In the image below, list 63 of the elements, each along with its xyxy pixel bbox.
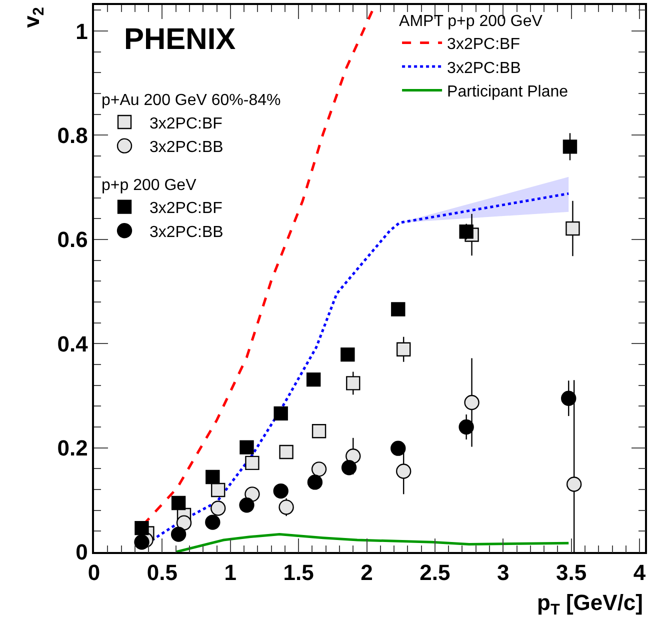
x-tick-label: 4 <box>633 560 646 586</box>
point <box>306 372 321 387</box>
point <box>346 448 361 464</box>
point <box>279 444 294 460</box>
annotation: PHENIX <box>124 23 236 56</box>
point <box>170 526 186 542</box>
x-tick-label: 3.5 <box>556 560 587 586</box>
y-tick-label: 0.2 <box>57 436 88 461</box>
legend-label: 3x2PC:BF <box>150 115 223 132</box>
point <box>171 496 186 510</box>
legend-label: Participant Plane <box>447 84 568 101</box>
legend-label: 3x2PC:BF <box>447 36 520 53</box>
x-tick-label: 3 <box>497 560 510 586</box>
point <box>311 462 327 477</box>
point <box>464 394 480 410</box>
y-tick-label: 0 <box>76 540 88 565</box>
x-tick-label: 2 <box>360 560 373 586</box>
legend-label: 3x2PC:BB <box>447 60 521 77</box>
point <box>391 302 406 316</box>
point <box>396 342 411 356</box>
point <box>206 470 220 484</box>
point <box>134 534 150 550</box>
x-axis-title: p$_{T}$ [GeV/c] <box>537 590 643 619</box>
x-tick-label: 1 <box>224 560 237 586</box>
y-tick-label: 1 <box>76 18 88 44</box>
y-tick-label: 0.6 <box>57 227 88 252</box>
annotation: p+p 200 GeV <box>102 176 197 194</box>
point <box>307 474 323 490</box>
point <box>273 483 288 499</box>
annotation: p+Au 200 GeV 60%-84% <box>102 92 281 110</box>
x-tick-label: 0.5 <box>146 560 178 586</box>
legend-label: 3x2PC:BF <box>150 200 223 218</box>
x-tick-label: 1.5 <box>283 560 314 586</box>
point <box>340 347 355 362</box>
point <box>274 406 288 421</box>
point <box>245 456 260 470</box>
legend-label: 3x2PC:BB <box>150 224 224 241</box>
legend-label: 3x2PC:BB <box>150 139 224 156</box>
point <box>312 424 326 438</box>
y-tick-label: 0.4 <box>57 331 89 356</box>
point <box>205 514 220 530</box>
x-tick-label: 2.5 <box>420 560 450 586</box>
point <box>458 419 474 435</box>
point <box>239 498 254 513</box>
point <box>244 486 260 502</box>
point <box>566 476 582 492</box>
point <box>210 500 226 516</box>
point <box>211 482 226 498</box>
point <box>134 520 149 536</box>
point <box>459 224 474 239</box>
point <box>566 221 580 236</box>
line-series <box>174 533 570 552</box>
point <box>561 390 576 406</box>
point <box>396 464 412 479</box>
point <box>346 376 360 390</box>
point <box>278 500 294 515</box>
point <box>562 140 578 154</box>
y-tick-label: 0.8 <box>57 122 88 148</box>
point <box>390 440 406 456</box>
point <box>176 515 192 530</box>
annotation: AMPT p+p 200 GeV <box>399 12 543 30</box>
point <box>240 440 254 454</box>
point <box>341 460 357 476</box>
